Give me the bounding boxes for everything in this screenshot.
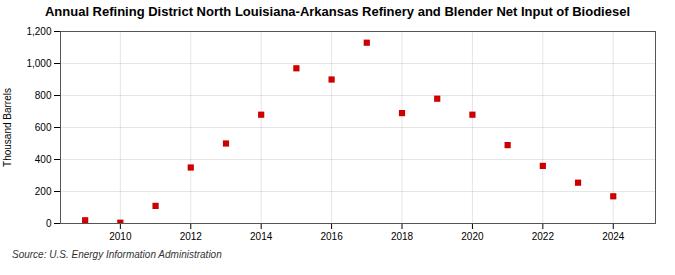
svg-text:2024: 2024	[602, 231, 625, 242]
svg-text:1,200: 1,200	[26, 26, 51, 37]
svg-text:2022: 2022	[532, 231, 555, 242]
html-text:Source: U.S. Energy Informatio: Source: U.S. Energy Information Administ…	[12, 249, 222, 260]
svg-text:Thousand Barrels: Thousand Barrels	[2, 88, 13, 167]
svg-text:2012: 2012	[180, 231, 203, 242]
svg-text:800: 800	[35, 90, 52, 101]
svg-text:2016: 2016	[320, 231, 343, 242]
svg-text:2010: 2010	[109, 231, 132, 242]
svg-text:2020: 2020	[461, 231, 484, 242]
svg-text:2014: 2014	[250, 231, 273, 242]
svg-text:200: 200	[35, 186, 52, 197]
svg-text:0: 0	[46, 218, 52, 229]
svg-text:400: 400	[35, 154, 52, 165]
svg-text:1,000: 1,000	[26, 58, 51, 69]
svg-text:600: 600	[35, 122, 52, 133]
svg-text:2018: 2018	[391, 231, 414, 242]
html-text:Annual Refining District North: Annual Refining District North Louisiana…	[45, 4, 630, 19]
